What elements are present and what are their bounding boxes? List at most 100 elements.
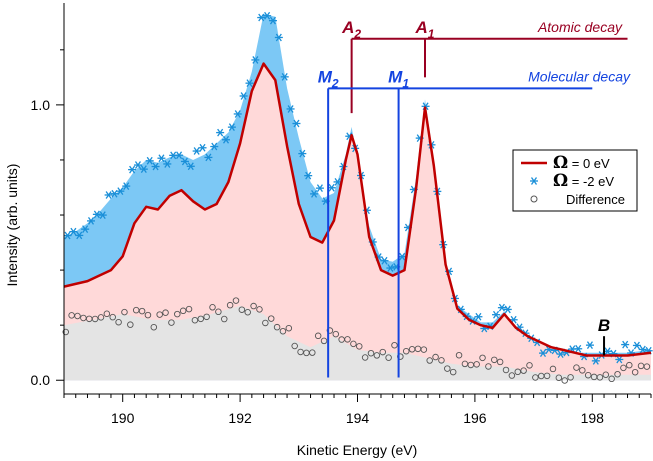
difference-point <box>226 301 234 309</box>
difference-point <box>438 357 445 364</box>
difference-point <box>361 354 369 361</box>
difference-point <box>209 304 216 311</box>
difference-point <box>332 330 340 338</box>
omega-2-point <box>239 92 248 100</box>
difference-point <box>314 332 322 340</box>
difference-fill <box>64 305 651 381</box>
omega-2-point <box>474 312 483 321</box>
difference-point <box>356 343 363 350</box>
atomic-decay-label: Atomic decay <box>537 19 623 35</box>
molecular-decay-label: Molecular decay <box>528 68 631 84</box>
difference-point <box>567 374 574 381</box>
a2-label: A2 <box>341 18 361 41</box>
difference-point <box>156 311 163 318</box>
difference-point <box>614 370 621 378</box>
omega-2-point <box>180 157 189 166</box>
legend-entry: Difference <box>530 192 625 207</box>
difference-point <box>479 354 486 362</box>
difference-point <box>508 372 516 379</box>
difference-point <box>485 363 492 370</box>
omega-2-point <box>268 16 277 25</box>
omega-2-point <box>263 11 272 20</box>
x-tick-label: 192 <box>228 410 252 426</box>
difference-point <box>144 311 152 319</box>
x-axis-label: Kinetic Energy (eV) <box>297 442 418 458</box>
difference-point <box>62 328 70 336</box>
omega-2-point <box>133 161 142 169</box>
omega-2-point <box>69 227 78 236</box>
axes-layer: 190 192 194 196 198 0.0 1.0 <box>31 3 652 426</box>
omega-2-point <box>386 264 395 272</box>
omega-2-point <box>632 341 641 350</box>
omega-2-point <box>92 210 101 219</box>
omega-2-point <box>591 356 600 365</box>
difference-point <box>256 306 263 313</box>
difference-point <box>626 361 633 369</box>
omega-2-point <box>274 33 283 42</box>
difference-point <box>449 368 457 376</box>
difference-point <box>109 313 116 321</box>
omega-2-point <box>204 153 213 162</box>
difference-point <box>584 371 592 379</box>
difference-point <box>549 365 557 373</box>
omega-2-point <box>333 178 342 186</box>
difference-point <box>555 374 563 382</box>
difference-point <box>191 316 199 324</box>
difference-point <box>238 306 246 313</box>
x-tick-label: 194 <box>346 410 370 426</box>
omega-2-point <box>151 162 160 171</box>
omega-2-point <box>556 350 565 358</box>
difference-point <box>320 337 328 345</box>
omega-2-point <box>81 225 90 234</box>
difference-point <box>367 349 375 357</box>
omega-2-point <box>98 211 107 219</box>
difference-point <box>197 315 205 323</box>
difference-point <box>203 313 210 321</box>
b-label: B <box>598 316 610 335</box>
omega-2-point <box>186 162 195 171</box>
difference-point <box>385 354 392 361</box>
difference-point <box>491 356 498 364</box>
omega-2-point <box>87 217 96 225</box>
difference-point <box>291 342 298 350</box>
annotation-layer: A2 A1 Atomic decay M2 M1 Molecular decay B <box>318 18 631 378</box>
difference-point <box>420 346 428 353</box>
difference-point <box>432 353 439 361</box>
x-tick-label: 196 <box>463 410 487 426</box>
legend-entry: Ω = -2 eV <box>530 171 614 191</box>
omega-2-point <box>233 110 242 118</box>
omega-2-point <box>638 345 647 354</box>
difference-point <box>221 315 228 323</box>
difference-point <box>573 364 580 371</box>
difference-point <box>426 357 433 364</box>
difference-point <box>379 348 386 356</box>
difference-point <box>74 312 81 320</box>
y-axis-label: Intensity (arb. units) <box>4 164 20 287</box>
difference-point <box>344 336 351 343</box>
x-tick-label: 190 <box>111 410 135 426</box>
difference-point <box>279 327 287 335</box>
difference-point <box>397 353 404 360</box>
omega-2-point <box>210 142 219 151</box>
omega-2-point <box>116 187 125 196</box>
difference-point <box>174 310 181 318</box>
difference-point <box>121 308 128 316</box>
omega-2-point <box>227 123 236 132</box>
omega-2-point <box>286 105 295 113</box>
difference-point <box>232 297 240 304</box>
fill-layer <box>64 14 651 381</box>
omega-2-point <box>298 149 307 158</box>
omega-2-point <box>615 355 624 364</box>
omega-2-point <box>63 231 72 240</box>
difference-point <box>244 308 251 316</box>
omega-2-point <box>380 256 389 265</box>
omega-2-point <box>104 191 113 199</box>
difference-point <box>97 314 105 321</box>
y-tick-label: 1.0 <box>31 97 51 113</box>
omega-0-line <box>63 62 652 357</box>
omega-2-point <box>304 171 313 180</box>
difference-point <box>520 367 527 374</box>
difference-point <box>455 351 463 359</box>
